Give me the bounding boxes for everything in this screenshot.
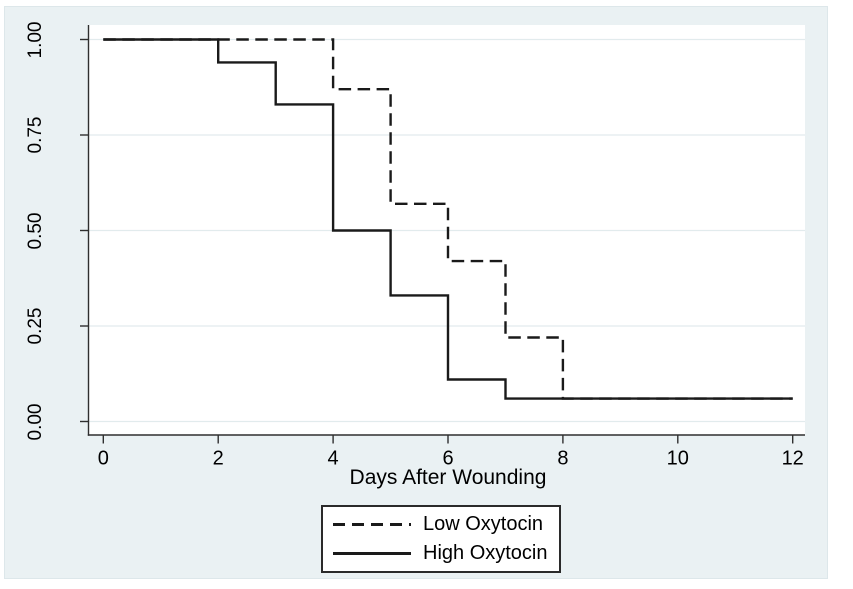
legend: Low Oxytocin High Oxytocin: [321, 505, 561, 573]
legend-item-high-oxytocin: High Oxytocin: [333, 542, 559, 566]
solid-line-sample-icon: [333, 552, 411, 555]
series-high-oxytocin-line: [103, 38, 793, 400]
x-tick-label: 4: [327, 447, 339, 470]
x-tick-label: 10: [666, 447, 689, 470]
y-tick-label: 0.25: [24, 307, 46, 345]
x-tick-label: 12: [781, 447, 804, 470]
y-tick-label: 0.50: [24, 212, 46, 249]
y-tick-label: 0.75: [24, 116, 46, 154]
x-tick-label: 6: [442, 447, 454, 470]
dashed-line-sample-icon: [333, 523, 411, 526]
x-axis-title: Days After Wounding: [349, 466, 547, 489]
y-tick-label: 1.00: [24, 21, 46, 58]
x-tick-label: 8: [557, 447, 569, 470]
legend-label: Low Oxytocin: [423, 513, 544, 535]
x-tick-label: 2: [212, 447, 224, 470]
legend-item-low-oxytocin: Low Oxytocin: [333, 513, 559, 537]
x-tick-label: 0: [97, 447, 109, 470]
y-tick-label: 0.00: [24, 403, 46, 440]
legend-label: High Oxytocin: [423, 542, 548, 564]
series-low-oxytocin-line: [103, 38, 793, 400]
